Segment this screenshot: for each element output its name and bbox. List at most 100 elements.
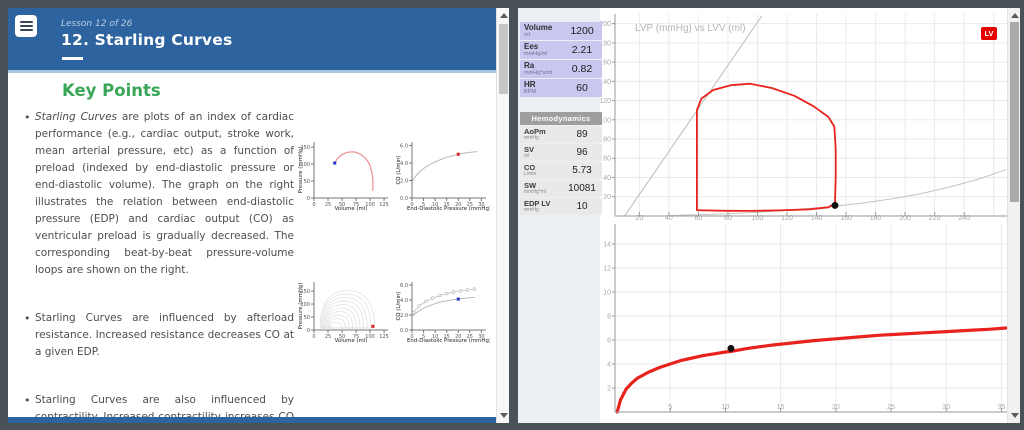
svg-text:12: 12 xyxy=(603,265,611,272)
scrollbar-thumb[interactable] xyxy=(499,24,508,94)
svg-text:5: 5 xyxy=(422,202,425,208)
lesson-title: 12. Starling Curves xyxy=(61,31,233,49)
svg-text:10: 10 xyxy=(432,334,438,340)
svg-text:180: 180 xyxy=(870,215,882,220)
hemodynamics-row: SW mmHg*ml 10081 xyxy=(520,180,602,197)
key-point-bullet: Starling Curves are plots of an index of… xyxy=(24,109,294,279)
parameter-row[interactable]: Volume ml 1200 xyxy=(520,22,602,40)
hemo-name: AoPm xyxy=(524,127,546,136)
hemo-value: 5.73 xyxy=(572,165,592,176)
parameter-value: 60 xyxy=(576,82,588,94)
svg-text:0: 0 xyxy=(410,334,413,340)
starling-curve-chart[interactable]: 5 10 15 20 25 30 35 2 4 6 8 10 12 14 xyxy=(598,222,1008,423)
svg-text:CO (L/min): CO (L/min) xyxy=(396,156,402,185)
svg-text:40: 40 xyxy=(603,175,611,182)
menu-icon[interactable] xyxy=(15,15,37,37)
svg-text:25: 25 xyxy=(887,404,895,411)
svg-text:80: 80 xyxy=(724,215,732,220)
svg-text:End-Diastolic Pressure (mmHg): End-Diastolic Pressure (mmHg) xyxy=(407,206,490,212)
scroll-down-icon[interactable] xyxy=(500,413,508,418)
scrollbar-thumb[interactable] xyxy=(1010,22,1019,202)
header-divider xyxy=(8,70,496,73)
svg-text:25: 25 xyxy=(467,334,473,340)
lesson-header: Lesson 12 of 26 12. Starling Curves xyxy=(8,8,496,70)
hemo-value: 10 xyxy=(576,201,588,212)
svg-text:40: 40 xyxy=(665,215,673,220)
svg-text:6: 6 xyxy=(607,337,611,344)
svg-text:120: 120 xyxy=(781,215,793,220)
parameter-name: Ra xyxy=(524,61,535,70)
parameter-row[interactable]: Ra mmHg*s/ml 0.82 xyxy=(520,60,602,78)
svg-text:50: 50 xyxy=(339,202,345,208)
svg-text:50: 50 xyxy=(304,179,310,185)
hemo-unit: mmHg xyxy=(524,207,539,213)
parameter-row[interactable]: Ees mmHg/ml 2.21 xyxy=(520,41,602,59)
hemo-unit: mmHg*ml xyxy=(524,189,546,195)
hemodynamics-row: CO L/min 5.73 xyxy=(520,162,602,179)
pv-loop-chart[interactable]: 20 40 60 80 100 120 140 160 180 200 220 240 20 40 60 80… xyxy=(598,8,1007,225)
svg-text:80: 80 xyxy=(603,136,611,143)
svg-text:60: 60 xyxy=(695,215,703,220)
key-points-list: Starling Curves are plots of an index of… xyxy=(24,109,294,423)
parameter-unit: mmHg/ml xyxy=(524,51,548,57)
svg-text:20: 20 xyxy=(603,194,611,201)
svg-text:100: 100 xyxy=(300,302,310,308)
svg-text:160: 160 xyxy=(840,215,852,220)
lesson-progress-label: Lesson 12 of 26 xyxy=(61,19,133,29)
figure-pv-partial-loop: 0 25 50 75 100 125 0 50 100 150 Volume (ml) Pressur… xyxy=(296,138,392,216)
hemo-value: 10081 xyxy=(568,183,596,194)
svg-text:125: 125 xyxy=(379,202,389,208)
svg-text:30: 30 xyxy=(478,334,484,340)
svg-text:35: 35 xyxy=(998,404,1006,411)
lv-badge[interactable]: LV xyxy=(981,27,997,40)
hemo-unit: ml xyxy=(524,153,530,159)
svg-text:25: 25 xyxy=(325,202,331,208)
svg-text:50: 50 xyxy=(339,334,345,340)
svg-text:4: 4 xyxy=(607,361,611,368)
hemo-value: 96 xyxy=(576,147,588,158)
lesson-scrollbar[interactable] xyxy=(496,8,509,423)
svg-text:4.0: 4.0 xyxy=(400,298,408,304)
svg-text:240: 240 xyxy=(958,215,970,220)
figure-pv-loop-fan: 0 25 50 75 100 125 0 50 100 150 Volume (ml) Pressur… xyxy=(296,278,392,348)
svg-text:180: 180 xyxy=(599,40,611,47)
svg-text:10: 10 xyxy=(432,202,438,208)
svg-text:2: 2 xyxy=(607,385,611,392)
scroll-up-icon[interactable] xyxy=(1011,13,1019,18)
svg-text:160: 160 xyxy=(599,60,611,67)
svg-text:2.0: 2.0 xyxy=(400,313,408,319)
svg-text:100: 100 xyxy=(599,117,611,124)
svg-text:220: 220 xyxy=(929,215,941,220)
parameter-name: Ees xyxy=(524,42,539,51)
svg-text:Pressure (mmHg): Pressure (mmHg) xyxy=(298,147,304,194)
svg-text:30: 30 xyxy=(942,404,950,411)
parameter-unit: BPM xyxy=(524,89,536,95)
simulation-scrollbar[interactable] xyxy=(1007,8,1020,423)
parameter-row[interactable]: HR BPM 60 xyxy=(520,79,602,97)
parameter-value: 2.21 xyxy=(571,44,593,56)
hemo-value: 89 xyxy=(576,129,588,140)
hemo-name: EDP LV xyxy=(524,199,551,208)
svg-text:6.0: 6.0 xyxy=(400,283,408,289)
svg-text:6.0: 6.0 xyxy=(400,143,408,149)
svg-text:50: 50 xyxy=(304,315,310,321)
svg-text:Volume (ml): Volume (ml) xyxy=(335,338,368,344)
svg-text:150: 150 xyxy=(300,289,310,295)
svg-text:125: 125 xyxy=(379,334,389,340)
svg-text:0: 0 xyxy=(312,202,315,208)
hemo-name: SW xyxy=(524,181,537,190)
svg-text:75: 75 xyxy=(353,202,359,208)
hemo-unit: mmHg xyxy=(524,135,539,141)
svg-text:0.0: 0.0 xyxy=(400,196,408,202)
scroll-down-icon[interactable] xyxy=(1011,413,1019,418)
hemodynamics-row: EDP LV mmHg 10 xyxy=(520,198,602,215)
svg-text:100: 100 xyxy=(365,334,375,340)
parameter-name: Volume xyxy=(524,23,553,32)
scroll-up-icon[interactable] xyxy=(500,13,508,18)
svg-text:8: 8 xyxy=(607,313,611,320)
svg-text:60: 60 xyxy=(603,156,611,163)
hemodynamics-header: Hemodynamics xyxy=(520,112,602,125)
svg-text:0: 0 xyxy=(307,196,310,202)
svg-text:Volume (ml): Volume (ml) xyxy=(335,206,368,212)
pv-chart-title: LVP (mmHg) vs LVV (ml) xyxy=(635,23,746,34)
